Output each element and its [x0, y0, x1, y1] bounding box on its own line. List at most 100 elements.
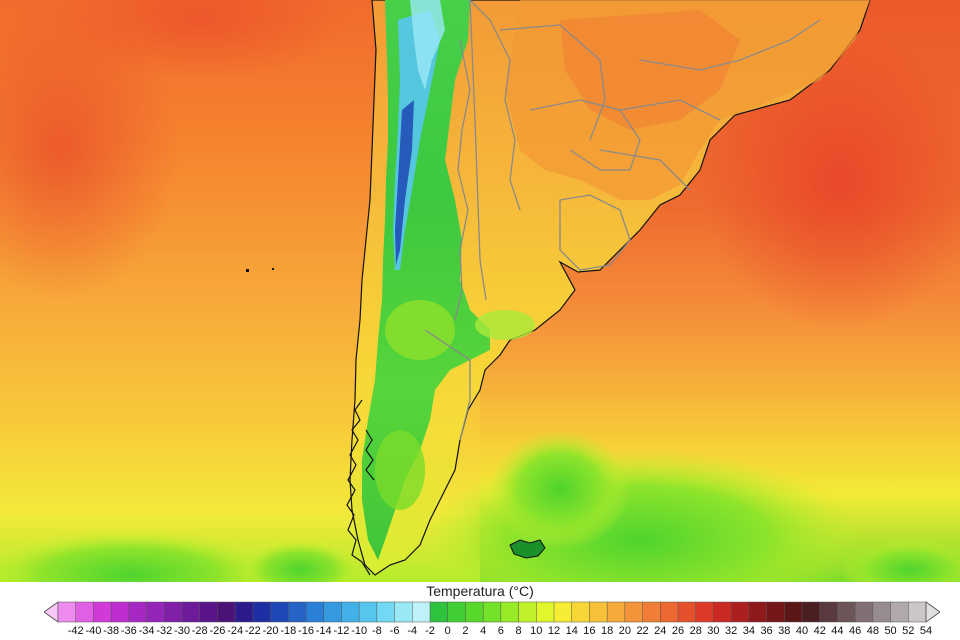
legend-color-bar: [44, 601, 940, 623]
legend-color-cell: [305, 601, 325, 623]
patagonia-cool-2: [475, 310, 535, 340]
legend-tick-label: 20: [618, 625, 631, 637]
cold-patch-south-pacific-2: [240, 540, 360, 582]
legend-color-cell: [890, 601, 909, 623]
legend-color-cell: [624, 601, 644, 623]
legend-tick-label: -4: [407, 625, 418, 637]
legend-color-cell: [288, 601, 307, 623]
legend-tick-label: -18: [280, 625, 297, 637]
legend-color-cell: [766, 601, 785, 623]
falkland-islands: [509, 539, 546, 559]
andes-cold-band: [362, 0, 490, 560]
legend-tick-label: 18: [601, 625, 614, 637]
legend-title: Temperatura (°C): [426, 583, 534, 599]
legend-color-cell: [412, 601, 431, 623]
legend-tick-label: -38: [103, 625, 120, 637]
legend-color-cell: [110, 601, 130, 623]
legend-tick-label: 52: [902, 625, 915, 637]
legend-color-cell: [341, 601, 360, 623]
legend-tick-label: 4: [480, 625, 487, 637]
legend-tick-label: 38: [778, 625, 791, 637]
cold-patch-south-pacific: [0, 530, 280, 582]
legend-color-cell: [146, 601, 165, 623]
legend-tick-label: -26: [209, 625, 226, 637]
legend-tick-label: 12: [547, 625, 561, 637]
legend-color-cell: [128, 601, 148, 623]
legend-color-cell: [164, 601, 183, 623]
legend-underflow-triangle: [44, 601, 59, 623]
legend-tick-label: -34: [138, 625, 155, 637]
legend-tick-label: 32: [725, 625, 738, 637]
legend-tick-label: -32: [156, 625, 173, 637]
legend-color-cell: [784, 601, 803, 623]
legend-tick-label: 16: [583, 625, 596, 637]
legend-tick-label: -16: [298, 625, 314, 637]
legend-tick-label: -40: [85, 625, 102, 637]
legend-tick-label: 2: [462, 625, 469, 637]
legend-tick-label: -42: [67, 625, 84, 637]
legend-tick-label: 14: [565, 625, 578, 637]
legend-color-cell: [93, 601, 112, 623]
cold-patch-far-east: [840, 540, 960, 582]
andes-deep-cold: [395, 100, 414, 265]
hot-patch-pacific: [0, 0, 180, 300]
legend-color-cell: [801, 601, 821, 623]
legend-color-cell: [837, 601, 856, 623]
legend-tick-label: -12: [333, 625, 350, 637]
legend-tick-label: -8: [371, 625, 382, 637]
legend-tick-label: -36: [120, 625, 137, 637]
legend-color-cell: [181, 601, 201, 623]
legend-tick-label: 50: [884, 625, 897, 637]
legend-tick-label: 8: [515, 625, 522, 637]
andes-light-patches: [410, 0, 445, 90]
legend-tick-label: -14: [315, 625, 332, 637]
legend-color-cell: [323, 601, 342, 623]
legend-tick-label: 54: [919, 625, 933, 637]
legend-tick-label: 36: [760, 625, 773, 637]
legend-color-cell: [199, 601, 218, 623]
legend-tick-label: 6: [497, 625, 504, 637]
legend-color-cell: [606, 601, 626, 623]
legend-color-cell: [730, 601, 750, 623]
legend-tick-label: -28: [191, 625, 208, 637]
legend-tick-label: 44: [831, 625, 844, 637]
legend-color-cell: [872, 601, 892, 623]
legend-color-cell: [447, 601, 466, 623]
legend-color-cell: [819, 601, 838, 623]
legend-color-cell: [75, 601, 94, 623]
legend-tick-label: 30: [707, 625, 720, 637]
temperature-map[interactable]: [0, 0, 960, 582]
patagonia-cool-1: [385, 300, 455, 360]
pacific-islet-1: [246, 269, 249, 272]
legend-tick-label: 28: [689, 625, 702, 637]
legend-color-cell: [571, 601, 590, 623]
legend-color-cell: [518, 601, 537, 623]
legend-tick-label: -22: [244, 625, 261, 637]
legend-color-cell: [713, 601, 732, 623]
legend-color-cell: [376, 601, 396, 623]
chile-coast-fjords: [346, 399, 375, 576]
legend-tick-label: 0: [444, 625, 451, 637]
legend-color-cell: [854, 601, 874, 623]
legend-tick-label: -2: [425, 625, 435, 637]
legend-tick-label: 10: [530, 625, 543, 637]
legend-color-cell: [252, 601, 272, 623]
legend-color-cell: [270, 601, 289, 623]
legend-color-cell: [536, 601, 555, 623]
legend-color-cell: [500, 601, 520, 623]
legend-tick-label: 40: [795, 625, 809, 637]
legend-color-cell: [429, 601, 449, 623]
legend-tick-label: -20: [262, 625, 279, 637]
legend-color-cell: [553, 601, 573, 623]
country-borders: [424, 0, 821, 441]
legend-tick-label: -10: [351, 625, 368, 637]
legend-color-cell: [234, 601, 254, 623]
legend-color-cell: [465, 601, 484, 623]
legend-tick-label: -24: [227, 625, 244, 637]
legend-overflow-triangle: [925, 601, 940, 623]
legend-color-cell: [695, 601, 714, 623]
legend-tick-label: 24: [654, 625, 667, 637]
temperature-legend: Temperatura (°C) -42 -40 -38 -36 -34 -32 -30 -2…: [0, 582, 960, 640]
legend-color-cell: [642, 601, 661, 623]
legend-color-cell: [677, 601, 697, 623]
